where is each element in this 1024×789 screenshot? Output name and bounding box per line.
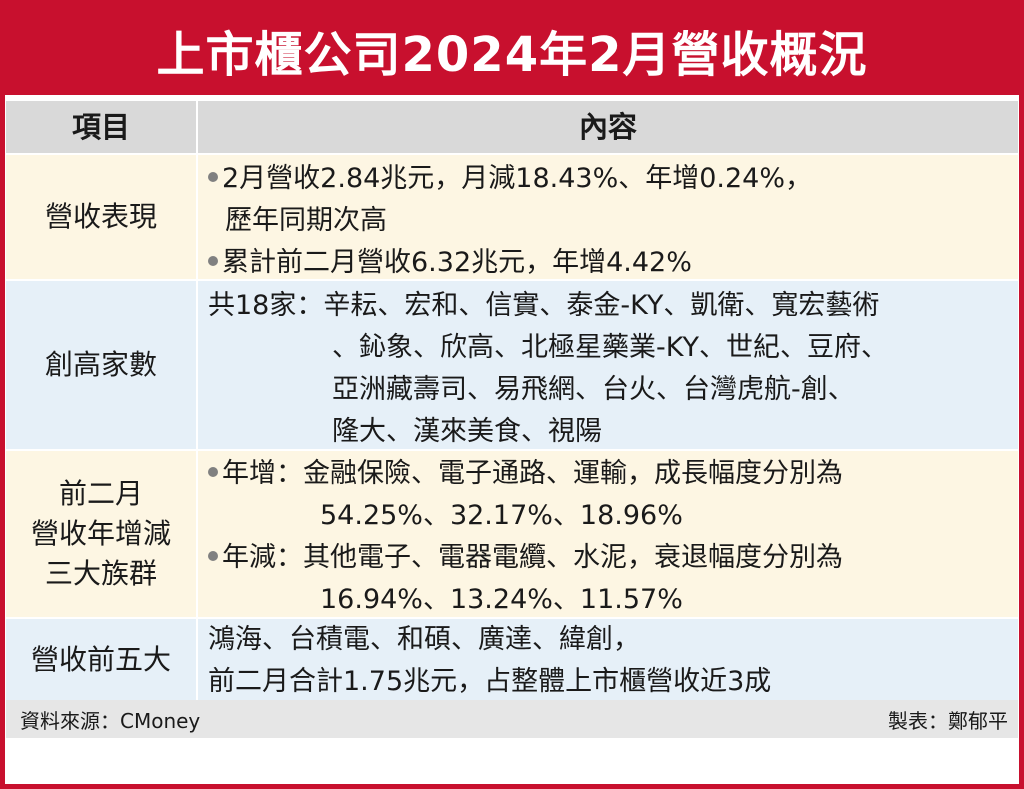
bullet-dot-icon [208, 171, 218, 182]
header-content: 內容 [578, 110, 637, 144]
row-item-label: 創高家數 [6, 281, 198, 449]
row-item-text: 營收表現 [44, 200, 157, 233]
content-line: 隆大、漢來美食、視陽 [332, 416, 602, 447]
content-line: 16.94%、13.24%、11.57% [320, 584, 683, 615]
content-line: 年增：金融保險、電子通路、運輸，成長幅度分別為 [208, 453, 1018, 495]
table-row: 創高家數 共18家：辛耘、宏和、信實、泰金-KY、凱衛、寬宏藝術 、鈊象、欣高、… [6, 281, 1018, 451]
row-item-label: 前二月 營收年增減 三大族群 [6, 451, 198, 617]
table-row: 營收表現 2月營收2.84兆元，月減18.43%、年增0.24%， 歷年同期次高… [6, 155, 1018, 281]
row-content: 年增：金融保險、電子通路、運輸，成長幅度分別為 54.25%、32.17%、18… [198, 451, 1018, 617]
row-content: 鴻海、台積電、和碩、廣達、緯創， 前二月合計1.75兆元，占整體上市櫃營收近3成 [198, 619, 1018, 701]
row-item-text: 前二月 [58, 477, 143, 510]
content-line: 鴻海、台積電、和碩、廣達、緯創， [208, 624, 640, 655]
content-line: 共18家：辛耘、宏和、信實、泰金-KY、凱衛、寬宏藝術 [208, 290, 880, 321]
summary-table: 項目 內容 營收表現 2月營收2.84兆元，月減18.43%、年增0.24%， … [6, 101, 1018, 703]
row-item-text: 營收年增減 [30, 517, 171, 550]
bullet-dot-icon [208, 466, 218, 477]
content-line: 前二月合計1.75兆元，占整體上市櫃營收近3成 [208, 666, 772, 697]
content-line: 累計前二月營收6.32兆元，年增4.42% [208, 242, 1018, 284]
table-row: 前二月 營收年增減 三大族群 年增：金融保險、電子通路、運輸，成長幅度分別為 5… [6, 451, 1018, 619]
content-line: 、鈊象、欣高、北極星藥業-KY、世紀、豆府、 [332, 332, 888, 363]
content-line: 年減：其他電子、電器電纜、水泥，衰退幅度分別為 [208, 537, 1018, 579]
row-content: 共18家：辛耘、宏和、信實、泰金-KY、凱衛、寬宏藝術 、鈊象、欣高、北極星藥業… [198, 281, 1018, 449]
bullet-dot-icon [208, 550, 218, 561]
bullet-dot-icon [208, 255, 218, 266]
content-line: 歷年同期次高 [225, 205, 387, 236]
content-line: 2月營收2.84兆元，月減18.43%、年增0.24%， [208, 158, 1018, 200]
row-item-label: 營收表現 [6, 155, 198, 279]
row-item-label: 營收前五大 [6, 619, 198, 701]
row-item-text: 三大族群 [44, 557, 157, 590]
content-line: 54.25%、32.17%、18.96% [320, 500, 683, 531]
author-credit: 製表：鄭郁平 [888, 708, 1008, 733]
table-row: 營收前五大 鴻海、台積電、和碩、廣達、緯創， 前二月合計1.75兆元，占整體上市… [6, 619, 1018, 703]
row-content: 2月營收2.84兆元，月減18.43%、年增0.24%， 歷年同期次高 累計前二… [198, 155, 1018, 279]
title-bar: 上市櫃公司2024年2月營收概況 [5, 5, 1019, 95]
footer-bar: 資料來源：CMoney 製表：鄭郁平 [6, 700, 1018, 738]
page-title: 上市櫃公司2024年2月營收概況 [156, 27, 868, 83]
header-item: 項目 [6, 101, 198, 153]
table-header-row: 項目 內容 [6, 101, 1018, 155]
row-item-text: 營收前五大 [30, 643, 171, 676]
content-line: 亞洲藏壽司、易飛網、台火、台灣虎航-創、 [332, 374, 855, 405]
source-credit: 資料來源：CMoney [20, 708, 201, 733]
row-item-text: 創高家數 [44, 348, 157, 381]
